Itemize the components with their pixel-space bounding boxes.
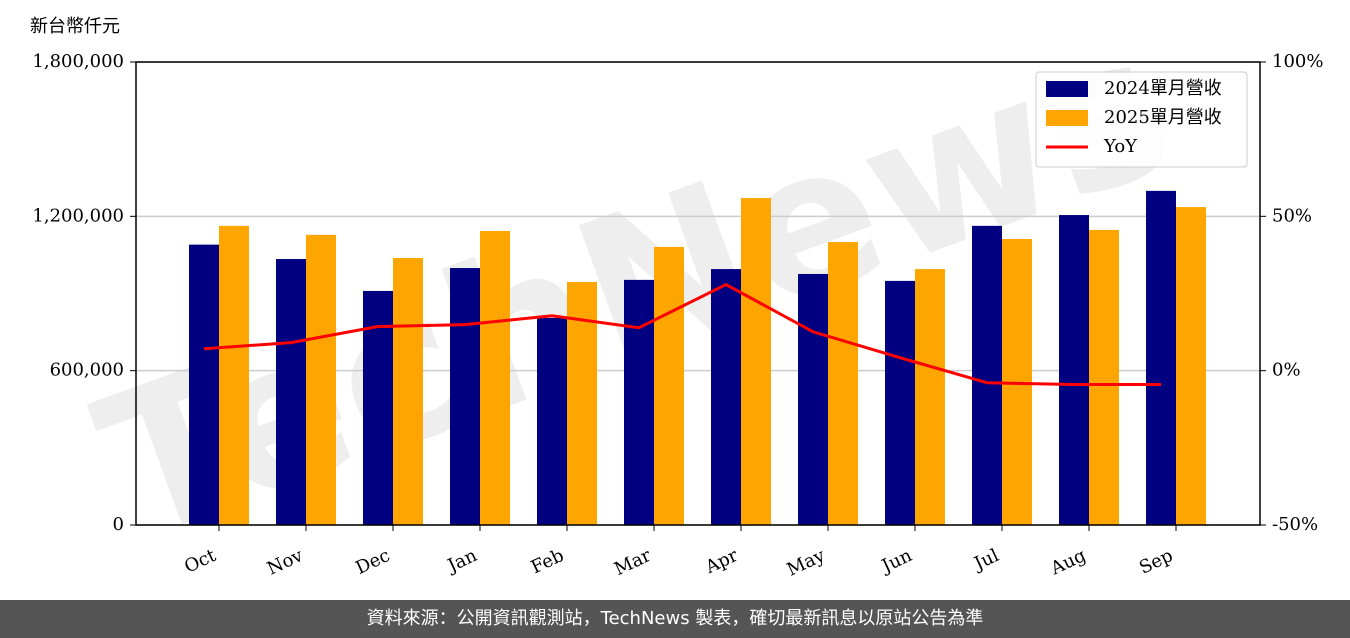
y2-tick-label: 50%	[1272, 205, 1312, 226]
bar	[711, 269, 741, 525]
bar	[624, 279, 654, 525]
footer: 資料來源：公開資訊觀測站，TechNews 製表，確切最新訊息以原站公告為準	[367, 608, 984, 629]
x-tick-label: Jun	[877, 545, 916, 578]
bar	[972, 225, 1002, 525]
bar	[306, 234, 336, 525]
y-axis-label: 新台幣仟元	[30, 16, 120, 37]
bar	[189, 244, 219, 525]
x-tick-label: May	[784, 545, 829, 581]
bar	[654, 246, 684, 525]
y2-tick-label: 100%	[1272, 51, 1323, 72]
bar	[741, 198, 771, 525]
bar	[1089, 229, 1119, 525]
x-tick-label: Jul	[969, 545, 1002, 575]
legend-box	[1035, 71, 1248, 168]
plot-frame	[135, 61, 1261, 526]
bar	[219, 225, 249, 525]
bar	[537, 317, 567, 525]
y2-tick-label: 0%	[1272, 360, 1301, 381]
x-tick-label: Dec	[352, 545, 393, 579]
bar	[276, 259, 306, 525]
legend-label: 2025單月營收	[1104, 107, 1222, 128]
line	[203, 282, 1161, 387]
bar	[798, 273, 828, 525]
y-tick-label: 1,200,000	[32, 205, 124, 226]
bar	[1059, 215, 1089, 525]
x-tick-label: Feb	[528, 545, 567, 578]
y-tick-label: 1,800,000	[32, 51, 124, 72]
bar	[1176, 207, 1206, 525]
bar	[450, 268, 480, 525]
bar	[915, 269, 945, 525]
bar	[1146, 190, 1176, 525]
x-tick-label: Sep	[1136, 545, 1176, 579]
y-tick-label: 0	[113, 514, 124, 535]
bar	[828, 242, 858, 526]
legend-swatch	[1046, 110, 1088, 126]
bar	[885, 280, 915, 525]
x-tick-label: Aug	[1047, 545, 1090, 580]
y-tick-label: 600,000	[50, 360, 124, 381]
y2-tick-label: -50%	[1272, 514, 1318, 535]
bar	[393, 258, 423, 525]
footer-band	[0, 600, 1350, 638]
x-tick-label: Jan	[443, 545, 481, 578]
x-tick-label: Mar	[611, 545, 654, 580]
x-tick-label: Apr	[701, 545, 741, 579]
bar	[363, 290, 393, 525]
legend-label: 2024單月營收	[1104, 78, 1222, 99]
legend-swatch	[1046, 81, 1088, 97]
bar	[480, 230, 510, 525]
legend-label: YoY	[1103, 136, 1138, 157]
x-tick-label: Nov	[264, 545, 307, 580]
